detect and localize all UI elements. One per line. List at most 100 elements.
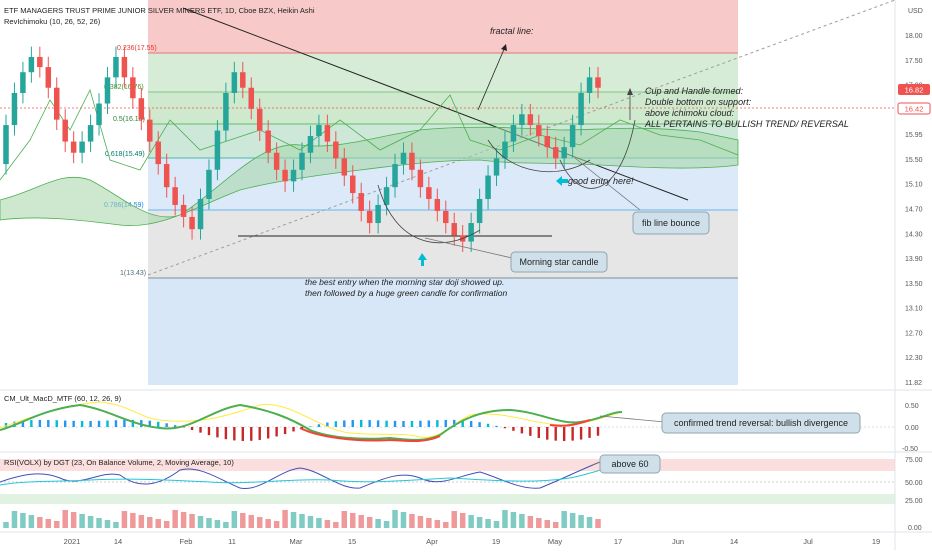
time-axis-label: 2021 xyxy=(64,537,81,546)
fib-label-1: 1(13.43) xyxy=(120,270,146,277)
macd-histogram-bar xyxy=(292,427,294,431)
volume-bar-down xyxy=(257,517,262,528)
candle-down xyxy=(274,153,279,170)
volume-bar-up xyxy=(375,519,380,528)
candle-up xyxy=(578,93,583,125)
candle-up xyxy=(401,153,406,164)
macd-histogram-bar xyxy=(343,420,345,427)
price-axis-label: 15.50 xyxy=(905,157,923,164)
macd-axis-label-1: 0.50 xyxy=(905,403,919,410)
volume-bar-down xyxy=(418,516,423,528)
time-axis-label: May xyxy=(548,537,562,546)
macd-histogram-bar xyxy=(106,421,108,427)
candle-down xyxy=(333,142,338,159)
candle-up xyxy=(96,104,101,126)
candle-down xyxy=(282,170,287,182)
macd-histogram-bar xyxy=(56,420,58,427)
volume-bar-down xyxy=(122,511,127,528)
time-axis-label: 15 xyxy=(348,537,356,546)
time-axis-label: 11 xyxy=(228,537,236,546)
macd-histogram-bar xyxy=(30,420,32,427)
candle-up xyxy=(308,136,313,153)
volume-bar-up xyxy=(88,516,93,528)
volume-bar-down xyxy=(325,520,330,528)
fib-label-0236: 0.236(17.55) xyxy=(117,45,157,52)
volume-bar-down xyxy=(333,522,338,528)
macd-histogram-bar xyxy=(335,421,337,427)
volume-bar-up xyxy=(392,510,397,528)
candle-down xyxy=(257,109,262,131)
volume-bar-down xyxy=(409,514,414,528)
fractal-label: fractal line: xyxy=(490,26,534,36)
volume-bar-down xyxy=(282,510,287,528)
candle-down xyxy=(37,57,42,67)
macd-axis-label-3: -0.50 xyxy=(902,446,918,453)
time-axis-label: 14 xyxy=(730,537,738,546)
volume-bar-down xyxy=(367,517,372,528)
macd-histogram-bar xyxy=(428,420,430,427)
candle-up xyxy=(198,199,203,229)
candle-up xyxy=(392,164,397,187)
candle-up xyxy=(88,125,93,142)
best-entry-line-1: the best entry when the morning star doj… xyxy=(305,277,504,287)
macd-histogram-bar xyxy=(318,424,320,427)
candle-down xyxy=(553,147,558,158)
volume-bar-up xyxy=(477,517,482,528)
volume-bar-down xyxy=(545,520,550,528)
macd-histogram-bar xyxy=(512,427,514,431)
macd-histogram-bar xyxy=(174,425,176,427)
cup-handle-note: Cup and Handle formed: Double bottom on … xyxy=(644,86,849,129)
volume-bar-down xyxy=(595,519,600,528)
candle-down xyxy=(265,131,270,153)
volume-bar-down xyxy=(189,514,194,528)
volume-bar-up xyxy=(232,511,237,528)
volume-bar-up xyxy=(587,517,592,528)
volume-bar-up xyxy=(494,521,499,528)
volume-bar-down xyxy=(435,520,440,528)
volume-bar-up xyxy=(570,513,575,528)
cup-handle-line-4: ALL PERTAINS TO BULLISH TREND/ REVERSAL xyxy=(644,119,849,129)
macd-histogram-bar xyxy=(563,427,565,441)
candle-up xyxy=(468,223,473,242)
macd-axis-label-2: 0.00 xyxy=(905,425,919,432)
price-axis-label: 11.82 xyxy=(905,380,922,387)
candle-up xyxy=(375,205,380,223)
macd-title: CM_Ult_MacD_MTF (60, 12, 26, 9) xyxy=(4,394,122,403)
above60-label: above 60 xyxy=(611,459,648,469)
rsi-axis-label-1: 75.00 xyxy=(905,457,923,464)
macd-histogram-bar xyxy=(377,420,379,427)
volume-bar-down xyxy=(155,519,160,528)
candle-down xyxy=(189,217,194,229)
macd-histogram-bar xyxy=(225,427,227,439)
macd-histogram-bar xyxy=(588,427,590,438)
candle-down xyxy=(435,199,440,211)
macd-histogram-bar xyxy=(529,427,531,436)
volume-bar-down xyxy=(130,513,135,528)
candle-down xyxy=(172,187,177,205)
macd-histogram-bar xyxy=(259,427,261,440)
macd-histogram-bar xyxy=(242,427,244,441)
macd-histogram-bar xyxy=(89,421,91,427)
price-axis-label: 14.30 xyxy=(905,231,923,238)
macd-histogram-bar xyxy=(487,424,489,427)
macd-histogram-bar xyxy=(233,427,235,440)
rsi-axis-label-4: 0.00 xyxy=(908,525,922,532)
volume-bar-up xyxy=(105,520,110,528)
macd-histogram-bar xyxy=(165,423,167,427)
volume-bar-down xyxy=(443,522,448,528)
macd-histogram-bar xyxy=(275,427,277,436)
volume-bar-up xyxy=(29,515,34,528)
candle-down xyxy=(342,158,347,175)
candle-down xyxy=(350,176,355,194)
macd-line xyxy=(0,405,622,440)
divergence-label: confirmed trend reversal: bullish diverg… xyxy=(674,418,848,428)
volume-bar-up xyxy=(79,514,84,528)
macd-histogram-bar xyxy=(555,427,557,441)
volume-bar-up xyxy=(468,515,473,528)
volume-bar-up xyxy=(12,511,17,528)
macd-histogram-bar xyxy=(81,421,83,427)
macd-histogram-bar xyxy=(360,420,362,427)
candle-down xyxy=(71,142,76,153)
